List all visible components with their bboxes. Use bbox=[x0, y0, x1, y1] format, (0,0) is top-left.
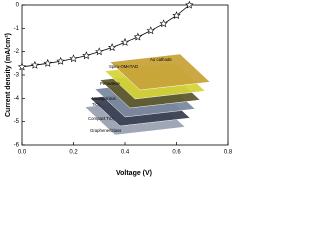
x-tick-label: 0.6 bbox=[172, 150, 181, 156]
star-marker bbox=[95, 47, 104, 56]
star-marker bbox=[146, 26, 155, 35]
star-marker bbox=[30, 60, 40, 69]
y-axis-label: Current density (mA/cm²) bbox=[5, 33, 12, 117]
star-marker bbox=[159, 19, 168, 28]
layer-label: Mesoporous bbox=[92, 96, 116, 101]
layer-label: Compact TiO₂ bbox=[88, 116, 115, 121]
star-marker bbox=[133, 32, 143, 41]
star-marker bbox=[82, 51, 91, 60]
star-marker bbox=[56, 56, 65, 65]
star-marker bbox=[17, 62, 27, 71]
x-tick-label: 0.0 bbox=[18, 150, 27, 156]
y-tick-label: -3 bbox=[14, 73, 20, 79]
layer-label: TiO₂ bbox=[92, 102, 101, 107]
layer-label: Perovskite bbox=[100, 81, 121, 86]
star-marker bbox=[120, 37, 130, 46]
page: Voltage (V) Current density (mA/cm²) 0.0… bbox=[4, 0, 233, 177]
layer-label: Spiro-OMeTAD bbox=[109, 64, 138, 69]
star-marker bbox=[69, 54, 78, 63]
layer-label: Au cathode bbox=[150, 57, 172, 62]
y-tick-label: -2 bbox=[14, 49, 20, 55]
y-tick-label: -4 bbox=[14, 96, 20, 102]
y-tick-label: -1 bbox=[14, 26, 20, 32]
chart: Voltage (V) Current density (mA/cm²) 0.0… bbox=[5, 0, 233, 177]
layer-label: Graphene/Glass bbox=[90, 128, 121, 133]
x-tick-label: 0.8 bbox=[224, 150, 233, 156]
y-tick-label: 0 bbox=[16, 3, 20, 9]
device-layer bbox=[109, 53, 211, 91]
x-tick-label: 0.4 bbox=[121, 150, 130, 156]
y-tick-label: -5 bbox=[14, 119, 20, 125]
star-marker bbox=[43, 58, 52, 67]
x-tick-label: 0.2 bbox=[69, 150, 78, 156]
x-axis-label: Voltage (V) bbox=[116, 170, 152, 177]
star-marker bbox=[185, 0, 194, 9]
star-marker bbox=[172, 11, 181, 20]
star-marker bbox=[107, 43, 117, 52]
y-tick-label: -6 bbox=[14, 143, 20, 149]
